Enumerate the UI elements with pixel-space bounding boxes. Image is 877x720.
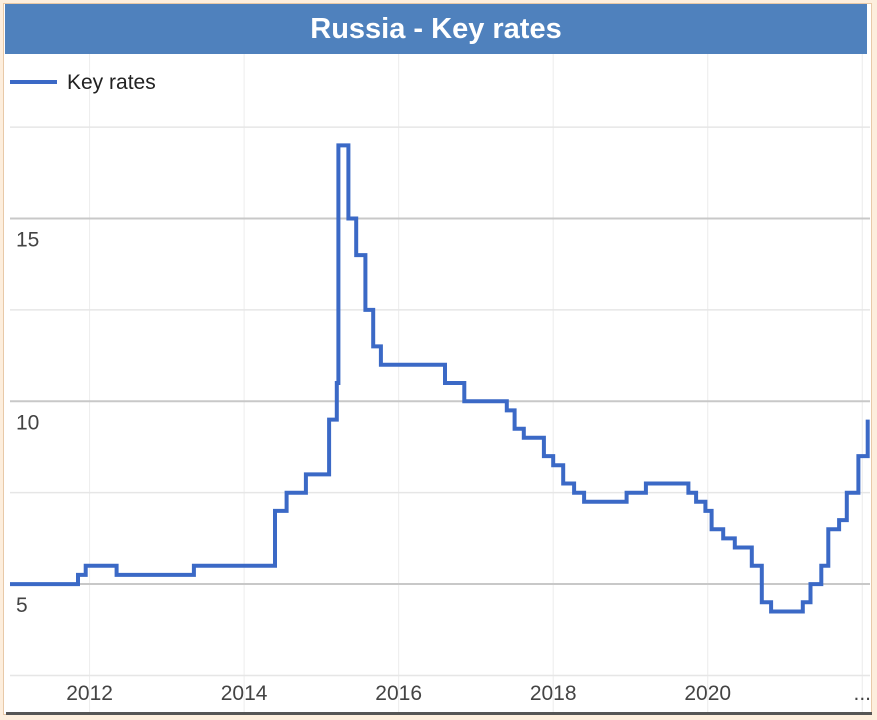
x-tick-label: 2020	[684, 682, 731, 705]
legend-label: Key rates	[67, 71, 156, 94]
x-tick-label: 2014	[221, 682, 268, 705]
x-tick-label: 2012	[66, 682, 113, 705]
legend[interactable]: Key rates	[10, 71, 156, 94]
y-tick-label: 5	[16, 594, 28, 617]
series-line	[10, 143, 870, 614]
x-tick-label: 2018	[530, 682, 577, 705]
x-tick-label: 2016	[375, 682, 422, 705]
chart-title: Russia - Key rates	[5, 4, 867, 54]
grid-layer	[10, 54, 870, 712]
y-tick-label: 10	[16, 411, 39, 434]
x-tick-label: ...	[854, 682, 872, 705]
chart-frame	[3, 3, 872, 715]
y-tick-label: 15	[16, 229, 39, 252]
bottom-border	[6, 712, 872, 715]
series-layer	[10, 143, 870, 614]
axis-labels: 5 10 15 2012 2014 2016 2018 2020...	[16, 229, 871, 706]
